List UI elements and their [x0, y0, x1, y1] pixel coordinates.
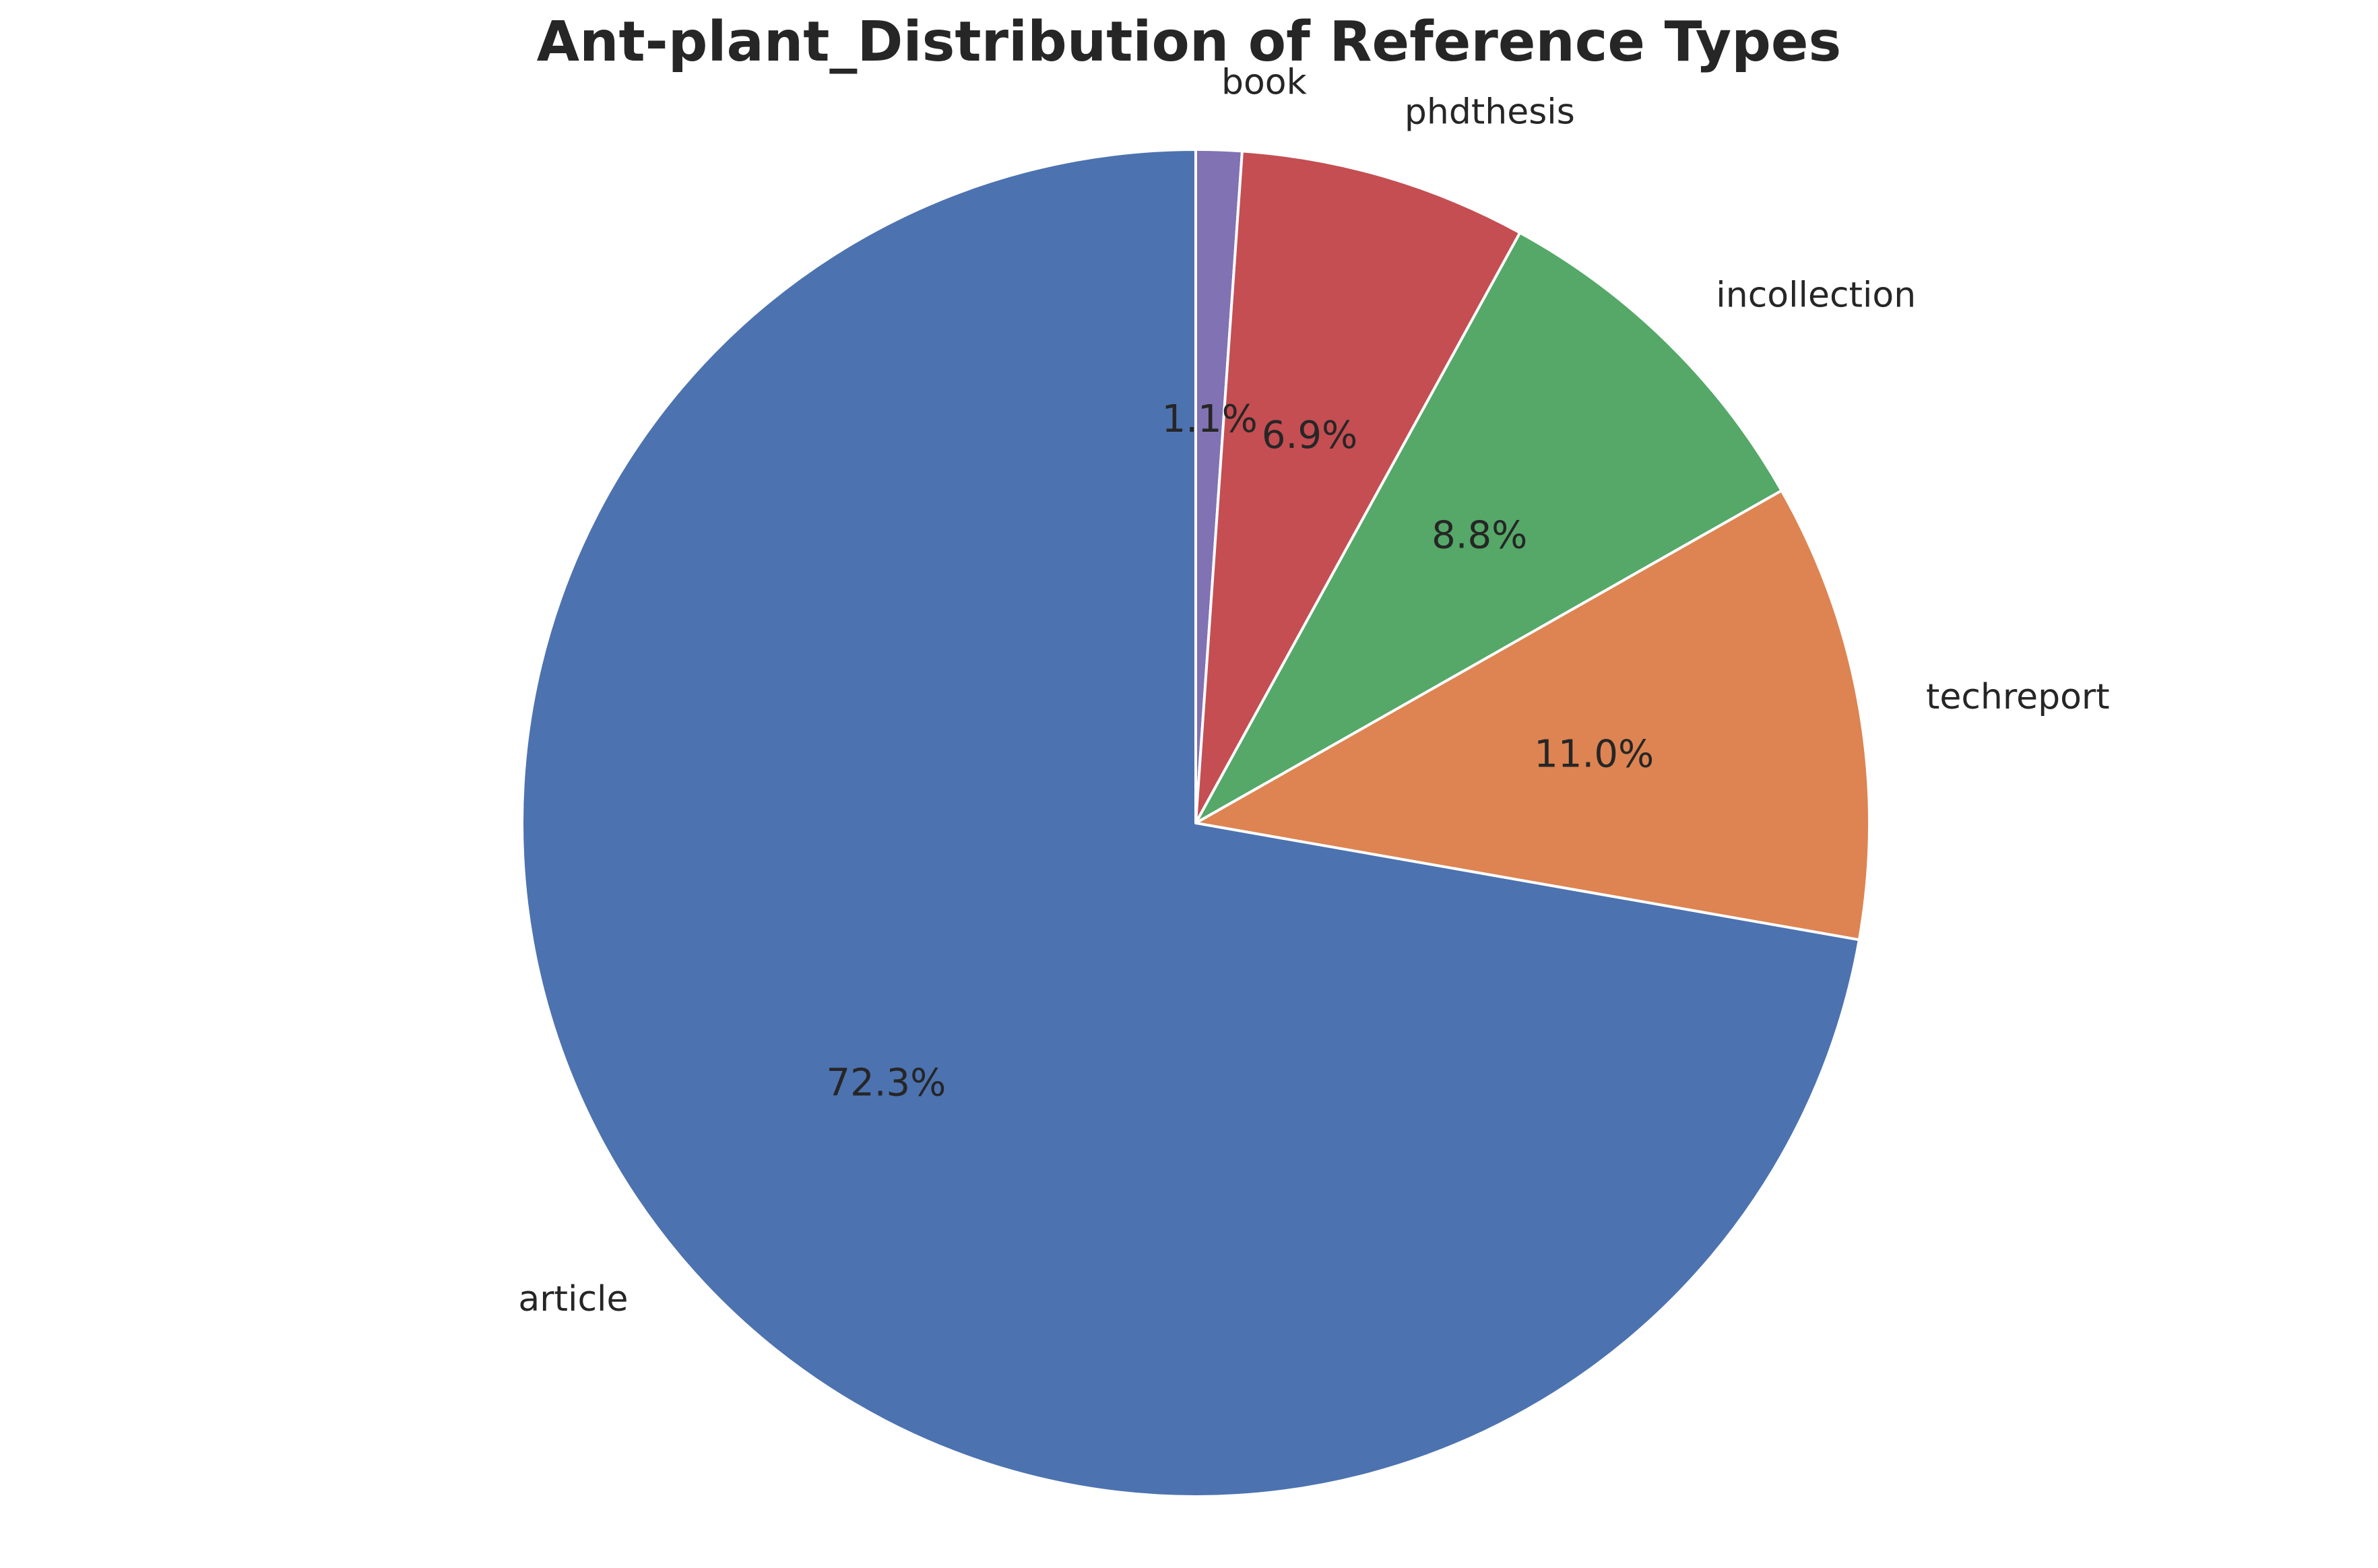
percentage-labels: 1.1% 6.9% 8.8% 11.0% 72.3%	[826, 397, 1654, 1105]
category-label-article: article	[518, 1279, 628, 1319]
pct-label-article: 72.3%	[826, 1061, 946, 1105]
category-label-book: book	[1221, 63, 1307, 103]
pct-label-book: 1.1%	[1162, 397, 1258, 441]
category-label-phdthesis: phdthesis	[1405, 92, 1575, 133]
pie-slice-phdthesis	[1194, 150, 1522, 824]
pie-slice-techreport	[1194, 489, 1871, 942]
chart-title: Ant-plant_Distribution of Reference Type…	[537, 10, 1842, 74]
category-label-techreport: techreport	[1926, 677, 2110, 717]
category-label-incollection: incollection	[1716, 275, 1916, 316]
pie-slices	[521, 148, 1871, 1498]
pct-label-phdthesis: 6.9%	[1262, 414, 1357, 457]
pct-label-incollection: 8.8%	[1432, 513, 1527, 557]
category-labels: book phdthesis incollection techreport artic…	[518, 63, 2109, 1320]
pct-label-techreport: 11.0%	[1534, 732, 1654, 776]
pie-slice-article	[521, 148, 1861, 1498]
pie-slice-incollection	[1194, 231, 1783, 824]
